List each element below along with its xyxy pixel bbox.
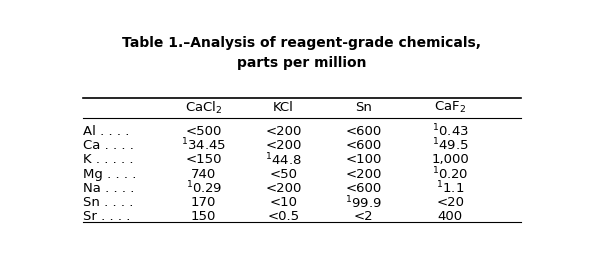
Text: <600: <600 — [345, 182, 382, 195]
Text: Al . . . .: Al . . . . — [82, 125, 129, 138]
Text: $^1$0.29: $^1$0.29 — [186, 180, 221, 197]
Text: <600: <600 — [345, 125, 382, 138]
Text: $^1$0.43: $^1$0.43 — [432, 123, 469, 139]
Text: $^1$49.5: $^1$49.5 — [432, 137, 469, 154]
Text: <200: <200 — [266, 182, 302, 195]
Text: <10: <10 — [270, 196, 297, 209]
Text: $^1$34.45: $^1$34.45 — [181, 137, 226, 154]
Text: <100: <100 — [345, 153, 382, 166]
Text: <0.5: <0.5 — [267, 210, 300, 223]
Text: <200: <200 — [345, 168, 382, 181]
Text: KCl: KCl — [273, 101, 294, 114]
Text: 1,000: 1,000 — [431, 153, 469, 166]
Text: <200: <200 — [266, 139, 302, 152]
Text: 170: 170 — [191, 196, 216, 209]
Text: CaF$_2$: CaF$_2$ — [434, 100, 466, 115]
Text: <500: <500 — [186, 125, 222, 138]
Text: Sr . . . .: Sr . . . . — [82, 210, 130, 223]
Text: $^1$0.20: $^1$0.20 — [432, 166, 468, 182]
Text: Ca . . . .: Ca . . . . — [82, 139, 134, 152]
Text: <200: <200 — [266, 125, 302, 138]
Text: 400: 400 — [438, 210, 463, 223]
Text: <2: <2 — [353, 210, 373, 223]
Text: 150: 150 — [191, 210, 216, 223]
Text: $^1$99.9: $^1$99.9 — [345, 194, 382, 211]
Text: <600: <600 — [345, 139, 382, 152]
Text: CaCl$_2$: CaCl$_2$ — [185, 100, 223, 116]
Text: 740: 740 — [191, 168, 216, 181]
Text: Sn: Sn — [355, 101, 372, 114]
Text: <50: <50 — [270, 168, 297, 181]
Text: <150: <150 — [186, 153, 222, 166]
Text: Mg . . . .: Mg . . . . — [82, 168, 136, 181]
Text: Sn . . . .: Sn . . . . — [82, 196, 133, 209]
Text: <20: <20 — [436, 196, 464, 209]
Text: $^1$1.1: $^1$1.1 — [436, 180, 464, 197]
Text: $^1$44.8: $^1$44.8 — [265, 151, 302, 168]
Text: Na . . . .: Na . . . . — [82, 182, 134, 195]
Text: Table 1.–Analysis of reagent-grade chemicals,
parts per million: Table 1.–Analysis of reagent-grade chemi… — [123, 36, 481, 70]
Text: K . . . . .: K . . . . . — [82, 153, 133, 166]
